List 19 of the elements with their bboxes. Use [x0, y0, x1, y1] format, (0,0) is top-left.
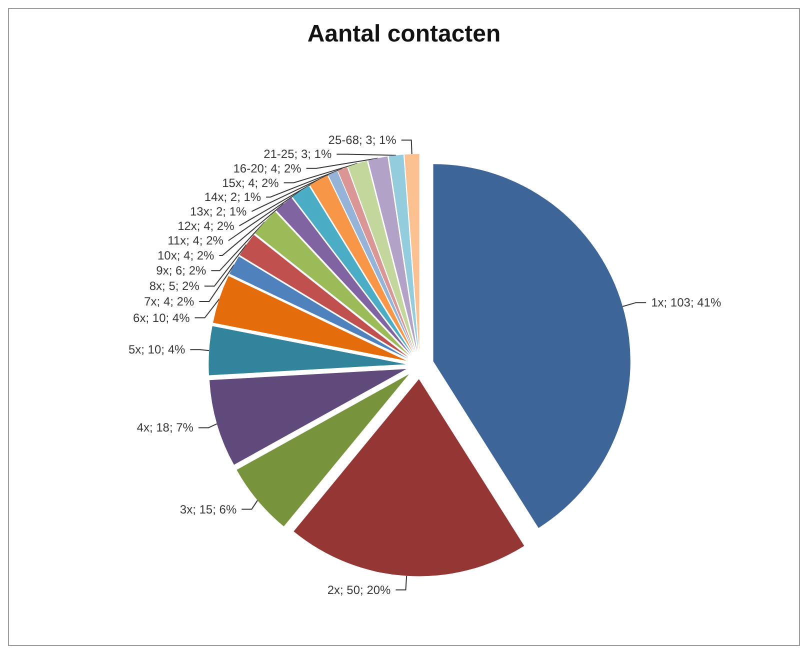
chart-title: Aantal contacten: [307, 20, 501, 48]
slice-label: 10x; 4; 2%: [158, 248, 215, 262]
slice-label: 9x; 6; 2%: [156, 264, 206, 278]
slice-label: 6x; 10; 4%: [133, 310, 190, 325]
slice-label: 25-68; 3; 1%: [328, 133, 397, 148]
slice-label: 8x; 5; 2%: [149, 279, 200, 294]
slice-label: 4x; 18; 7%: [136, 420, 194, 435]
slice-label: 1x; 103; 41%: [651, 296, 722, 310]
slice-label: 21-25; 3; 1%: [264, 147, 332, 162]
slice-label: 16-20; 4; 2%: [233, 161, 302, 176]
slice-label: 7x; 4; 2%: [144, 294, 194, 309]
slice-label: 13x; 2; 1%: [190, 204, 248, 218]
slice-label: 2x; 50; 20%: [327, 582, 392, 597]
slice-label: 11x; 4; 2%: [168, 234, 224, 248]
slice-label: 15x; 4; 2%: [222, 176, 280, 190]
slice-label: 5x; 10; 4%: [128, 342, 186, 357]
slice-label: 3x; 15; 6%: [180, 502, 237, 516]
slice-label: 12x; 4; 2%: [178, 218, 235, 233]
slice-label: 14x; 2; 1%: [204, 190, 262, 204]
